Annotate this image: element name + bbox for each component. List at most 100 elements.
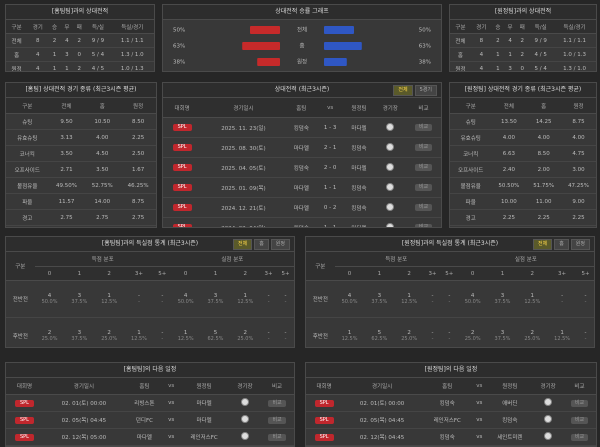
tab[interactable]: 5경기 [414, 85, 437, 96]
league-badge: SPL [314, 399, 334, 407]
cell-text: 마다멜 [196, 418, 212, 424]
score: vs [476, 434, 483, 440]
cell-text: 슈팅 [465, 119, 476, 126]
compare-button[interactable]: 비교 [268, 433, 286, 441]
cell: 0.40 [491, 225, 527, 227]
cell: 유효슈팅 [450, 129, 492, 146]
cell [229, 394, 261, 412]
cell: 1.0 / 1.3 [553, 47, 596, 62]
tab[interactable]: 홈 [254, 239, 269, 250]
compare-button[interactable]: 비교 [268, 416, 286, 424]
cell: 1 12.5% [170, 317, 201, 347]
league-badge: SPL [172, 224, 192, 227]
cell-text: 9.00 [572, 198, 585, 205]
cell: SPL [306, 428, 343, 446]
tab[interactable]: 원정 [270, 239, 290, 250]
cell: SPL [163, 157, 202, 178]
compare-button[interactable]: 비교 [414, 224, 433, 227]
cell: 던디FC [124, 411, 165, 429]
cell-text: 세인트미렌 [497, 435, 523, 441]
row: SPL 2025. 01. 09(목) 마다멜 1 - 1 킹덤숙 비교 [163, 177, 441, 198]
compare-button[interactable]: 비교 [268, 399, 286, 407]
tab[interactable]: 홈 [554, 239, 569, 250]
percent: - [284, 299, 287, 305]
row: SPL 2025. 11. 23(일) 킹덤숙 1 - 3 마다멜 비교 [163, 117, 441, 138]
cell: 마다멜 [285, 177, 317, 198]
cell-text: 오프사이드 [14, 167, 40, 174]
header-cell: 득점 분포 [34, 252, 171, 267]
cell-text: 14.00 [94, 198, 111, 205]
table: 구분 득점 분포 실점 분포 0 1 2 3+ 5+ 0 1 2 3+ 5+ 전반전 4 50.0% 3 37.5… [306, 252, 594, 347]
cell: 0 - 2 [316, 197, 344, 218]
cell: -- [577, 280, 594, 318]
compare-button[interactable]: 비교 [414, 184, 433, 191]
header-cell: 득실/경기 [553, 20, 596, 34]
row: 후반전 2 25.0% 3 37.5% 2 25.0% 1 12.5% - -1 12.5% 5 62.5… [6, 317, 294, 347]
cell: 47.25% [561, 177, 596, 194]
percent: 25.0% [101, 336, 118, 342]
cell: SPL [163, 137, 202, 158]
compare-button[interactable]: 비교 [414, 164, 433, 171]
row: 원정 4 1 3 0 5 / 4 1.3 / 1.0 [450, 61, 596, 72]
header-cell: 구분 [306, 252, 335, 281]
count: 5 [213, 330, 218, 336]
cell-text: 유효슈팅 [17, 135, 38, 142]
row: 슈팅 13.50 14.25 8.75 [450, 113, 596, 130]
cell: 마다멜 [343, 157, 375, 178]
cell-text: 1 [65, 65, 69, 72]
compare-button[interactable]: 비교 [570, 433, 589, 441]
tab[interactable]: 원정 [570, 239, 590, 250]
cell: 2 25.0% [34, 317, 65, 347]
cell: 2.25 [120, 129, 156, 146]
cell-text: 2.50 [131, 150, 145, 157]
compare-button[interactable]: 비교 [414, 204, 433, 211]
cell: 비교 [260, 394, 294, 412]
header-cell: 경기장 [229, 378, 261, 395]
cell-text: 4 [479, 65, 484, 72]
row: 오프사이드 2.71 3.50 1.67 [6, 161, 156, 178]
row: 전체 8 2 4 2 9 / 9 1.1 / 1.1 [6, 33, 154, 48]
panel-header: [원정팀]과의 득실점 통계 (최근3시즌) 전체 홈 원정 [306, 237, 594, 252]
count: - [431, 330, 434, 336]
cell: 1 12.5% [547, 317, 578, 347]
compare-button[interactable]: 비교 [414, 124, 433, 131]
tab[interactable]: 전체 [393, 85, 413, 96]
header-cell: 1 [364, 266, 395, 281]
home-bar [257, 58, 280, 66]
panel-header: [홈팀팀]과의 득실점 통계 (최근3시즌) 전체 홈 원정 [6, 237, 294, 252]
cell-text: 마다멜 [136, 435, 152, 441]
compare-button[interactable]: 비교 [570, 416, 589, 424]
cell: 2.50 [120, 145, 156, 162]
percent: 37.5% [71, 299, 88, 305]
cell: 10.50 [84, 113, 121, 130]
cell: 2 [516, 33, 529, 48]
compare-button[interactable]: 비교 [414, 144, 433, 151]
cell: 9.00 [561, 193, 596, 210]
cell: vs [472, 394, 487, 412]
cell: 1 12.5% [517, 280, 548, 318]
header-cell: 5+ [577, 266, 594, 281]
cell: 52.75% [84, 177, 121, 194]
tab[interactable]: 전체 [232, 239, 253, 250]
percent: 25.0% [401, 336, 418, 342]
cell: vs [164, 394, 179, 412]
cell-text: 마다멜 [351, 165, 367, 172]
count: 4 [183, 293, 188, 299]
cell: 4 / 5 [528, 47, 554, 62]
percent: 12.5% [177, 336, 194, 342]
cell: 슈팅 [450, 113, 492, 130]
cell: 9.50 [48, 113, 85, 130]
cell-text: 2.25 [537, 214, 550, 221]
cell: vs [472, 428, 487, 446]
tab[interactable]: 전체 [532, 239, 553, 250]
cell-text: 마다멜 [293, 145, 309, 152]
header-row: 0 1 2 3+ 5+ 0 1 2 3+ 5+ [6, 266, 294, 281]
stadium-icon [386, 222, 395, 227]
row: 파울 10.00 11.00 9.00 [450, 193, 596, 210]
cell-text: 경고 [22, 215, 33, 222]
cell: 8 [470, 33, 492, 48]
compare-button[interactable]: 비교 [570, 399, 589, 407]
header-cell: 0 [457, 266, 488, 281]
header-row: 구분 경기 승 무 패 득/실 득실/경기 [450, 20, 596, 34]
cell-text: 8.75 [131, 198, 145, 205]
